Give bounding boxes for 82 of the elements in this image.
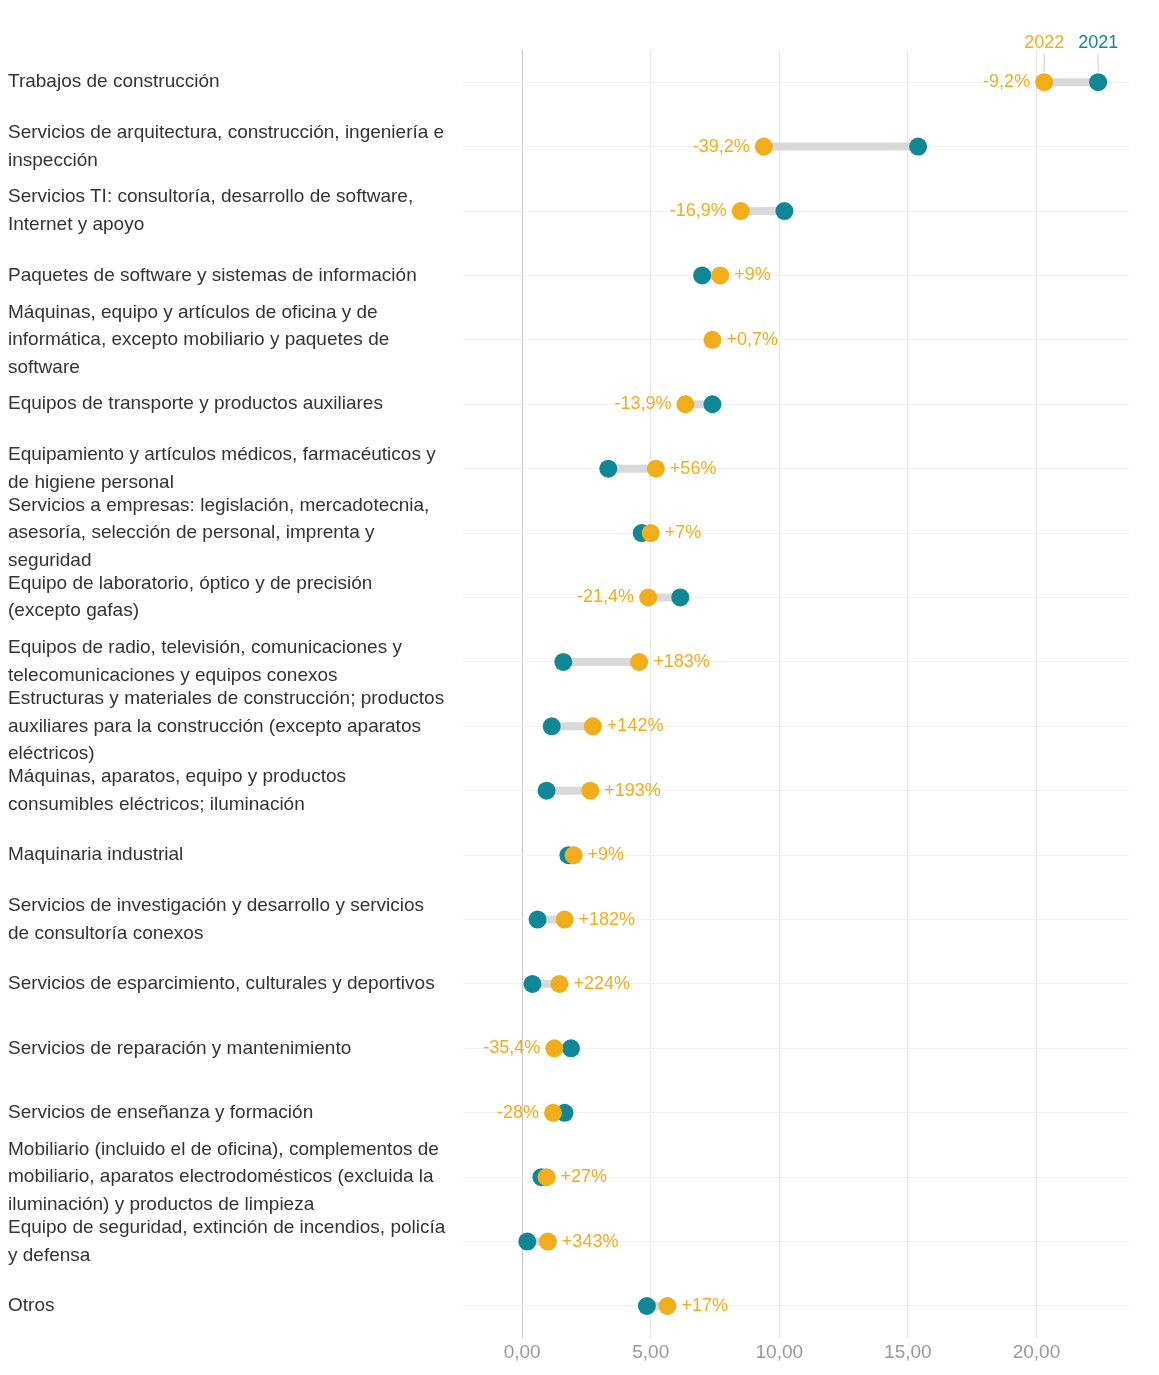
annotation: +27% — [560, 1166, 608, 1187]
point — [537, 781, 556, 800]
annotation: -28% — [496, 1101, 539, 1122]
point — [599, 459, 618, 478]
annotation: +9% — [734, 264, 771, 285]
point — [630, 652, 649, 671]
annotation: -21,4% — [577, 586, 635, 607]
y-tick-label: Otros — [8, 1294, 55, 1316]
point — [703, 395, 722, 414]
x-tick-label: 0,00 — [503, 1340, 541, 1362]
annotation: +9% — [587, 844, 625, 865]
x-tick-label: 20,00 — [1012, 1340, 1061, 1362]
y-tick-label: Trabajos de construcción — [8, 70, 220, 92]
point — [537, 1168, 556, 1187]
annotation: -9,2% — [983, 71, 1031, 92]
point — [731, 202, 750, 221]
annotation: +224% — [573, 972, 630, 993]
point — [523, 974, 542, 993]
y-tick-label: Máquinas, aparatos, equipo y productos consumibles eléctricos; iluminación — [8, 765, 346, 814]
y-tick-label: Máquinas, equipo y artículos de oficina y de informática, excepto mobiliario y paquetes de software — [8, 300, 390, 377]
point — [538, 1232, 557, 1251]
y-tick-label: Equipo de laboratorio, óptico y de precisión (excepto gafas) — [8, 571, 373, 621]
point — [909, 137, 928, 156]
point — [1035, 73, 1054, 92]
annotation: -35,4% — [483, 1037, 541, 1058]
y-tick-label: Servicios a empresas: legislación, mercadotecnia, asesoría, selección de personal, imprenta y seguridad — [8, 493, 430, 570]
series-label: 2021 — [1078, 32, 1119, 53]
point — [703, 330, 722, 349]
x-tick-label: 10,00 — [755, 1340, 804, 1362]
annotation: +182% — [578, 908, 636, 929]
point — [545, 1039, 564, 1058]
point — [646, 459, 665, 478]
point — [555, 910, 574, 929]
point — [754, 137, 773, 156]
annotation: +193% — [604, 779, 661, 800]
point — [550, 974, 569, 993]
point — [658, 1296, 677, 1315]
point — [544, 1103, 562, 1122]
point — [711, 266, 730, 285]
point — [637, 1296, 656, 1315]
point — [693, 266, 712, 285]
y-tick-label: Paquetes de software y sistemas de información — [8, 263, 417, 285]
y-tick-label: Maquinaria industrial — [8, 843, 184, 865]
point — [528, 910, 547, 929]
annotation: +56% — [669, 457, 717, 478]
point — [1089, 73, 1108, 92]
x-tick-label: 5,00 — [632, 1340, 670, 1362]
series-label: 2022 — [1024, 32, 1065, 53]
y-tick-label: Servicios de investigación y desarrollo y servicios de consultoría conexos — [8, 893, 425, 943]
y-tick-label: Servicios de reparación y mantenimiento — [8, 1036, 352, 1058]
point — [676, 395, 695, 414]
point — [518, 1232, 537, 1251]
point — [641, 524, 660, 543]
y-tick-label: Equipo de seguridad, extinción de incendios, policía y defensa — [8, 1216, 446, 1265]
y-tick-label: Servicios de arquitectura, construcción, ingeniería e inspección — [8, 121, 445, 170]
point — [562, 1039, 580, 1058]
y-tick-label: Equipos de transporte y productos auxiliares — [8, 392, 383, 414]
y-tick-label: Equipamiento y artículos médicos, farmacéuticos y de higiene personal — [8, 443, 437, 492]
y-tick-label: Servicios de enseñanza y formación — [8, 1101, 314, 1122]
y-tick-label: Equipos de radio, televisión, comunicaciones y telecomunicaciones y equipos conexos — [8, 636, 403, 685]
point — [554, 652, 573, 671]
annotation: +0,7% — [726, 328, 778, 349]
point — [581, 781, 600, 800]
x-tick-label: 15,00 — [884, 1340, 932, 1362]
point — [639, 588, 658, 607]
annotation: +343% — [561, 1230, 619, 1251]
annotation: +7% — [664, 522, 702, 543]
y-tick-label: Servicios TI: consultoría, desarrollo de software, Internet y apoyo — [8, 185, 414, 235]
y-tick-label: Servicios de esparcimiento, culturales y deportivos — [8, 972, 435, 994]
annotation: -39,2% — [692, 135, 750, 156]
annotation: -13,9% — [614, 393, 672, 414]
y-tick-label: Estructuras y materiales de construcción; productos auxiliares para la construcción (excepto aparatos eléctricos) — [8, 686, 445, 764]
annotation: -16,9% — [669, 199, 727, 220]
annotation: +17% — [681, 1294, 728, 1315]
point — [542, 717, 561, 736]
y-tick-label: Mobiliario (incluido el de oficina), complementos de mobiliario, aparatos electrodomésticos (excluida la iluminación) y productos de limpieza — [8, 1137, 439, 1214]
point — [564, 846, 583, 865]
annotation: +142% — [606, 715, 664, 736]
point — [775, 202, 794, 221]
annotation: +183% — [653, 650, 710, 671]
point — [583, 717, 602, 736]
point — [671, 588, 690, 607]
